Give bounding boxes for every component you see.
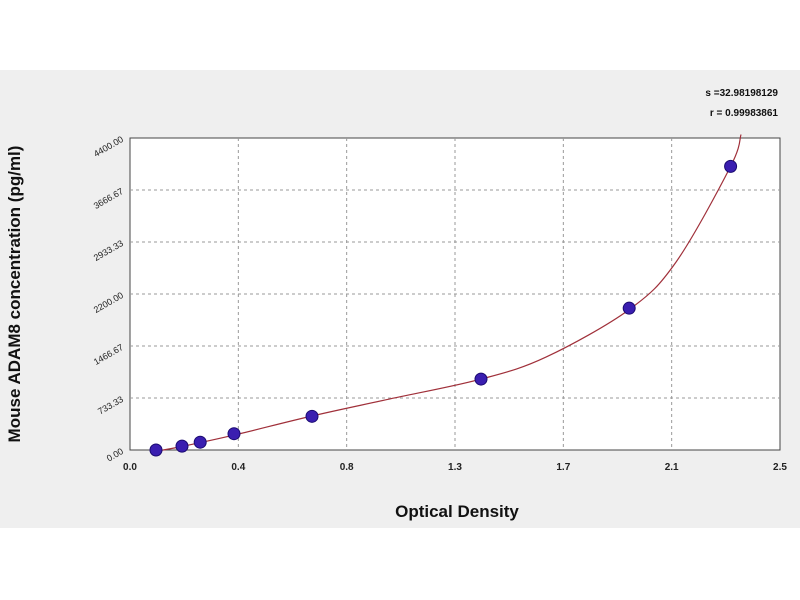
y-tick-label: 4400.00 (92, 134, 125, 159)
x-tick-label: 2.5 (773, 462, 787, 473)
data-point (724, 159, 738, 173)
x-tick-label: 0.8 (340, 462, 354, 473)
y-tick-label: 3666.67 (92, 186, 125, 211)
x-tick-label: 2.1 (665, 462, 679, 473)
y-tick-label: 2933.33 (92, 238, 125, 263)
data-point (149, 443, 163, 457)
y-tick-label: 2200.00 (92, 290, 125, 315)
stat-s: s =32.98198129 (705, 88, 778, 99)
x-tick-label: 0.4 (231, 462, 245, 473)
y-tick-label: 1466.67 (92, 342, 125, 367)
data-point (193, 435, 207, 449)
data-point (227, 427, 241, 441)
x-tick-label: 0.0 (123, 462, 137, 473)
data-point (305, 409, 319, 423)
stat-r: r = 0.99983861 (710, 108, 779, 119)
x-axis-title: Optical Density (395, 502, 519, 521)
data-points (149, 159, 738, 457)
y-tick-label: 0.00 (105, 446, 125, 463)
x-tick-label: 1.3 (448, 462, 462, 473)
y-tick-label: 733.33 (96, 394, 125, 416)
y-axis-title: Mouse ADAM8 concentration (pg/ml) (5, 146, 24, 443)
x-tick-label: 1.7 (556, 462, 570, 473)
data-point (474, 372, 488, 386)
grid-lines (130, 138, 780, 450)
data-point (175, 439, 189, 453)
data-point (622, 301, 636, 315)
